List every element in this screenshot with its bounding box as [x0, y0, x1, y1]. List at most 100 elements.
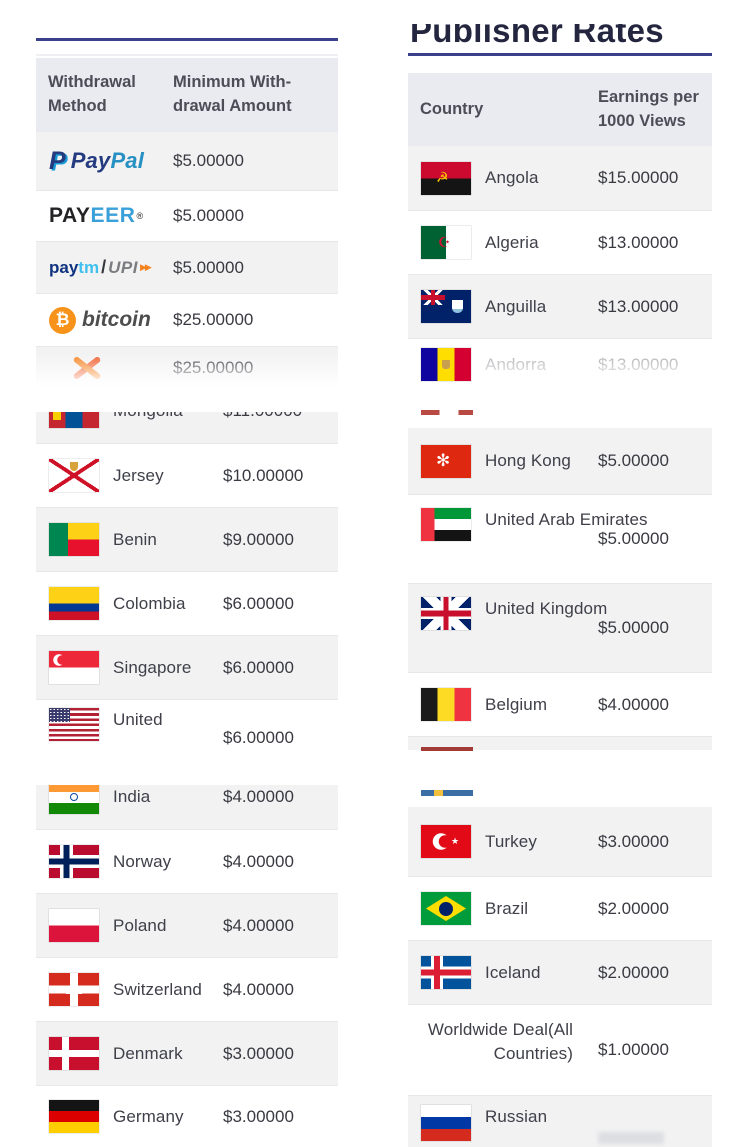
clipped-row-strip: [408, 736, 712, 751]
table-row-paytm-upi: pay tm / UPI ▶▶ $5.00000: [36, 241, 338, 293]
table-row-singapore: Singapore $6.00000: [36, 635, 338, 699]
rate-value: $5.00000: [598, 618, 669, 637]
table-row-belgium: Belgium $4.00000: [408, 672, 712, 736]
min-amount-value: $5.00000: [173, 151, 244, 170]
table-row-payeer: PAY EER ® $5.00000: [36, 190, 338, 241]
country-name: Mongolia: [113, 412, 183, 421]
faded-rate-ghost: [598, 1132, 664, 1144]
rate-value: $11.00000: [223, 412, 302, 421]
country-name: Anguilla: [485, 296, 547, 316]
rate-value: $10.00000: [223, 465, 304, 485]
benin-flag-icon: [49, 523, 99, 556]
poland-flag-icon: [49, 909, 99, 942]
stitch-fade: [36, 352, 338, 412]
table-row-bitcoin: ₿ bitcoin $25.00000: [36, 293, 338, 346]
denmark-flag-icon: [49, 1037, 99, 1070]
rate-value: $2.00000: [598, 962, 669, 982]
country-name: Colombia: [113, 593, 186, 613]
country-name: Jersey: [113, 465, 164, 485]
brazil-flag-icon: [421, 892, 471, 925]
upi-arrows-icon: ▶▶: [139, 262, 152, 272]
divider: [36, 54, 338, 56]
anguilla-flag-icon: [421, 290, 471, 323]
turkey-flag-icon: [421, 825, 471, 858]
table-row-turkey: Turkey $3.00000: [408, 807, 712, 876]
min-amount-value: $5.00000: [173, 206, 244, 225]
column-header-min-amount: Minimum With- drawal Amount: [173, 73, 292, 115]
registered-mark: ®: [136, 211, 144, 221]
column-header-country: Country: [420, 99, 484, 118]
country-name: United: [113, 710, 163, 729]
country-name: Norway: [113, 851, 172, 871]
switzerland-flag-icon: [49, 973, 99, 1006]
singapore-flag-icon: [49, 651, 99, 684]
country-name: Poland: [113, 915, 167, 935]
rate-value: $1.00000: [598, 1040, 669, 1059]
jersey-flag-icon: [49, 459, 99, 492]
rate-value: $4.00000: [223, 851, 294, 871]
table-row-iceland: Iceland $2.00000: [408, 940, 712, 1004]
rate-value: $4.00000: [223, 915, 294, 935]
table-row-united-kingdom: United Kingdom $5.00000: [408, 583, 712, 672]
rate-value: $13.00000: [598, 232, 679, 252]
paytm-word-1: pay: [49, 257, 79, 277]
country-name: Brazil: [485, 898, 529, 918]
withdrawal-table-header: Withdrawal Method Minimum With- drawal A…: [36, 58, 338, 132]
payeer-word-1: PAY: [49, 204, 91, 227]
rate-value: $15.00000: [598, 168, 679, 187]
rate-value: $6.00000: [223, 657, 294, 677]
clipped-flag-bottom-sliver: [421, 410, 473, 415]
table-row-poland: Poland $4.00000: [36, 893, 338, 957]
table-row-anguilla: Anguilla $13.00000: [408, 274, 712, 338]
bitcoin-symbol: ₿: [49, 306, 76, 334]
country-name: Angola: [485, 168, 539, 187]
uae-flag-icon: [421, 508, 471, 541]
page-title: Publisher Rates: [410, 24, 664, 49]
algeria-flag-icon: [421, 226, 471, 259]
paytm-upi-logo-icon: pay tm / UPI ▶▶: [49, 257, 152, 278]
angola-flag-icon: [421, 161, 471, 195]
table-row-worldwide-deal: Worldwide Deal(All Countries) $1.00000: [408, 1004, 712, 1095]
andorra-flag-icon: [421, 348, 471, 381]
table-row-germany-clipped: Germany $3.00000: [36, 1085, 338, 1147]
section-title-underline: [408, 53, 712, 56]
rate-value: $5.00000: [598, 451, 669, 470]
column-header-method: Withdrawal Method: [48, 73, 136, 115]
country-name: Turkey: [485, 831, 537, 851]
country-name: Iceland: [485, 962, 541, 982]
rate-value: $4.00000: [598, 694, 669, 714]
rate-value: $13.00000: [598, 296, 679, 316]
clipped-title-wrap: Publisher Rates: [408, 24, 712, 53]
hong-kong-flag-icon: [421, 444, 471, 478]
india-flag-icon: [49, 785, 99, 814]
country-name: India: [113, 787, 151, 806]
table-row-colombia: Colombia $6.00000: [36, 571, 338, 635]
country-name: United Kingdom: [485, 599, 608, 618]
clipped-row-india: India $4.00000: [36, 785, 338, 829]
paypal-word-2: Pal: [110, 148, 145, 173]
paypal-word-1: Pay: [70, 148, 111, 173]
rate-value: $5.00000: [598, 529, 669, 548]
deal-name: Worldwide Deal(All Countries): [427, 1020, 573, 1063]
table-row-benin: Benin $9.00000: [36, 507, 338, 571]
table-row-jersey: Jersey $10.00000: [36, 443, 338, 507]
clipped-row-russia: Russian: [408, 1095, 712, 1147]
clipped-row-mongolia: Mongolia $11.00000: [36, 412, 338, 443]
rate-value: $4.00000: [223, 979, 294, 999]
iceland-flag-icon: [421, 956, 471, 989]
table-row-hong-kong: Hong Kong $5.00000: [408, 428, 712, 494]
rate-value: $9.00000: [223, 529, 294, 549]
min-amount-value: $5.00000: [173, 257, 244, 277]
section-title-underline: [36, 38, 338, 41]
bitcoin-word: bitcoin: [82, 308, 151, 331]
upi-word: UPI: [108, 257, 138, 277]
rate-value: $3.00000: [223, 1043, 294, 1063]
table-row-united-states-clipped: United $6.00000: [36, 699, 338, 775]
rate-value: $2.00000: [598, 898, 669, 918]
uk-flag-icon: [421, 597, 471, 630]
germany-flag-icon: [49, 1100, 99, 1133]
country-name: Algeria: [485, 232, 539, 252]
publisher-rates-column: Publisher Rates Country Earnings per 100…: [408, 0, 712, 1147]
usa-flag-icon: [49, 708, 99, 741]
